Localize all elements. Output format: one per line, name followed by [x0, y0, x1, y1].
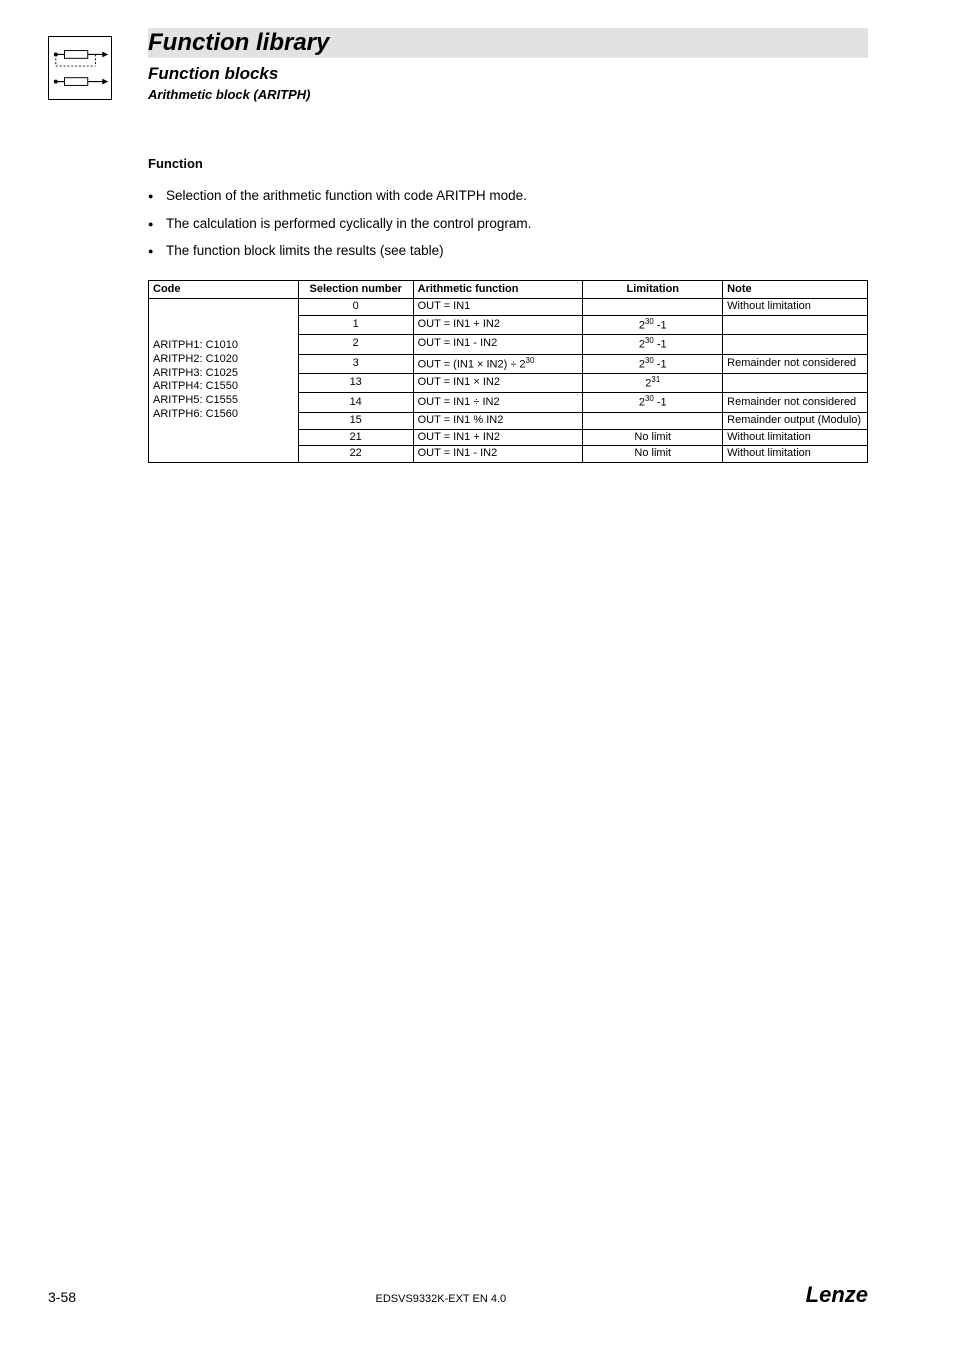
cell-function: OUT = IN1 × IN2 — [413, 373, 583, 392]
cell-function: OUT = IN1 ÷ IN2 — [413, 393, 583, 412]
section-heading: Function — [148, 156, 868, 171]
cell-limitation: 230 -1 — [583, 354, 723, 373]
cell-function: OUT = IN1 + IN2 — [413, 315, 583, 334]
col-header-limitation: Limitation — [583, 280, 723, 298]
cell-selection: 21 — [298, 429, 413, 446]
cell-limitation: 230 -1 — [583, 393, 723, 412]
document-id: EDSVS9332K-EXT EN 4.0 — [76, 1293, 806, 1305]
cell-selection: 22 — [298, 446, 413, 463]
list-item: Selection of the arithmetic function wit… — [148, 185, 868, 207]
cell-note: Without limitation — [723, 446, 868, 463]
header: Function library Function blocks Arithme… — [0, 0, 954, 102]
table-row: ARITPH1: C1010ARITPH2: C1020ARITPH3: C10… — [149, 298, 868, 315]
cell-note — [723, 373, 868, 392]
cell-limitation — [583, 412, 723, 429]
cell-selection: 14 — [298, 393, 413, 412]
cell-selection: 2 — [298, 335, 413, 354]
cell-limitation: No limit — [583, 429, 723, 446]
cell-function: OUT = IN1 + IN2 — [413, 429, 583, 446]
cell-function: OUT = IN1 - IN2 — [413, 335, 583, 354]
bullet-list: Selection of the arithmetic function wit… — [148, 185, 868, 262]
cell-selection: 3 — [298, 354, 413, 373]
cell-selection: 13 — [298, 373, 413, 392]
cell-selection: 0 — [298, 298, 413, 315]
cell-note — [723, 335, 868, 354]
footer: 3-58 EDSVS9332K-EXT EN 4.0 Lenze — [0, 1282, 954, 1308]
cell-function: OUT = IN1 - IN2 — [413, 446, 583, 463]
cell-limitation: 230 -1 — [583, 315, 723, 334]
list-item: The calculation is performed cyclically … — [148, 213, 868, 235]
cell-selection: 1 — [298, 315, 413, 334]
page-number: 3-58 — [48, 1289, 76, 1305]
content: Function Selection of the arithmetic fun… — [148, 156, 868, 463]
table-header-row: Code Selection number Arithmetic functio… — [149, 280, 868, 298]
cell-function: OUT = IN1 — [413, 298, 583, 315]
cell-note: Without limitation — [723, 298, 868, 315]
list-item: The function block limits the results (s… — [148, 240, 868, 262]
title-bar: Function library — [148, 28, 868, 58]
col-header-selection: Selection number — [298, 280, 413, 298]
cell-note: Without limitation — [723, 429, 868, 446]
cell-note: Remainder output (Modulo) — [723, 412, 868, 429]
page-title: Function library — [148, 29, 329, 57]
cell-limitation: 231 — [583, 373, 723, 392]
cell-limitation: No limit — [583, 446, 723, 463]
cell-function: OUT = IN1 % IN2 — [413, 412, 583, 429]
cell-note: Remainder not considered — [723, 354, 868, 373]
cell-note: Remainder not considered — [723, 393, 868, 412]
cell-note — [723, 315, 868, 334]
lenze-logo: Lenze — [806, 1282, 868, 1308]
cell-selection: 15 — [298, 412, 413, 429]
subtitle-1: Function blocks — [148, 64, 954, 84]
col-header-note: Note — [723, 280, 868, 298]
cell-limitation: 230 -1 — [583, 335, 723, 354]
title-block: Function library Function blocks Arithme… — [148, 28, 954, 102]
col-header-code: Code — [149, 280, 299, 298]
arithmetic-table: Code Selection number Arithmetic functio… — [148, 280, 868, 463]
subtitle-2: Arithmetic block (ARITPH) — [148, 87, 954, 102]
cell-function: OUT = (IN1 × IN2) ÷ 230 — [413, 354, 583, 373]
function-block-icon — [48, 36, 112, 100]
cell-limitation — [583, 298, 723, 315]
col-header-function: Arithmetic function — [413, 280, 583, 298]
code-cell: ARITPH1: C1010ARITPH2: C1020ARITPH3: C10… — [149, 298, 299, 462]
